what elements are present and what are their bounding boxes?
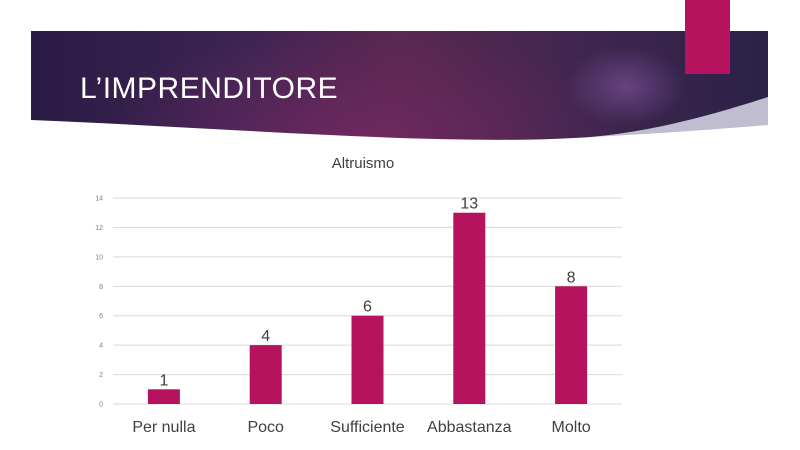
- data-label: 4: [261, 328, 270, 345]
- x-tick-label: Molto: [552, 419, 591, 436]
- banner-curve: [31, 97, 768, 155]
- y-tick-label: 8: [99, 284, 103, 291]
- bar: [249, 345, 282, 404]
- x-tick-label: Per nulla: [132, 419, 195, 436]
- y-tick-label: 12: [95, 225, 103, 232]
- data-labels: 1 4 6 13 8: [159, 196, 575, 390]
- y-tick-label: 6: [99, 313, 103, 320]
- y-tick-label: 4: [99, 343, 103, 350]
- bar: [453, 212, 486, 404]
- data-label: 1: [159, 372, 168, 389]
- y-axis-ticks: 0 2 4 6 8 10 12 14: [95, 196, 103, 409]
- x-tick-label: Sufficiente: [330, 419, 405, 436]
- x-tick-label: Poco: [247, 419, 284, 436]
- y-tick-label: 14: [95, 196, 103, 203]
- accent-tab: [685, 0, 730, 74]
- data-label: 13: [460, 196, 478, 213]
- x-axis-ticks: Per nulla Poco Sufficiente Abbastanza Molto: [132, 419, 590, 436]
- data-label: 6: [363, 299, 372, 316]
- bar: [147, 389, 180, 404]
- bar: [555, 286, 588, 404]
- y-tick-label: 10: [95, 254, 103, 261]
- bar: [351, 315, 384, 404]
- x-tick-label: Abbastanza: [427, 419, 512, 436]
- y-tick-label: 2: [99, 372, 103, 379]
- y-tick-label: 0: [99, 402, 103, 409]
- chart-title: Altruismo: [332, 155, 395, 172]
- data-label: 8: [567, 269, 576, 286]
- bars: [147, 212, 588, 404]
- slide-title: L’IMPRENDITORE: [80, 72, 339, 105]
